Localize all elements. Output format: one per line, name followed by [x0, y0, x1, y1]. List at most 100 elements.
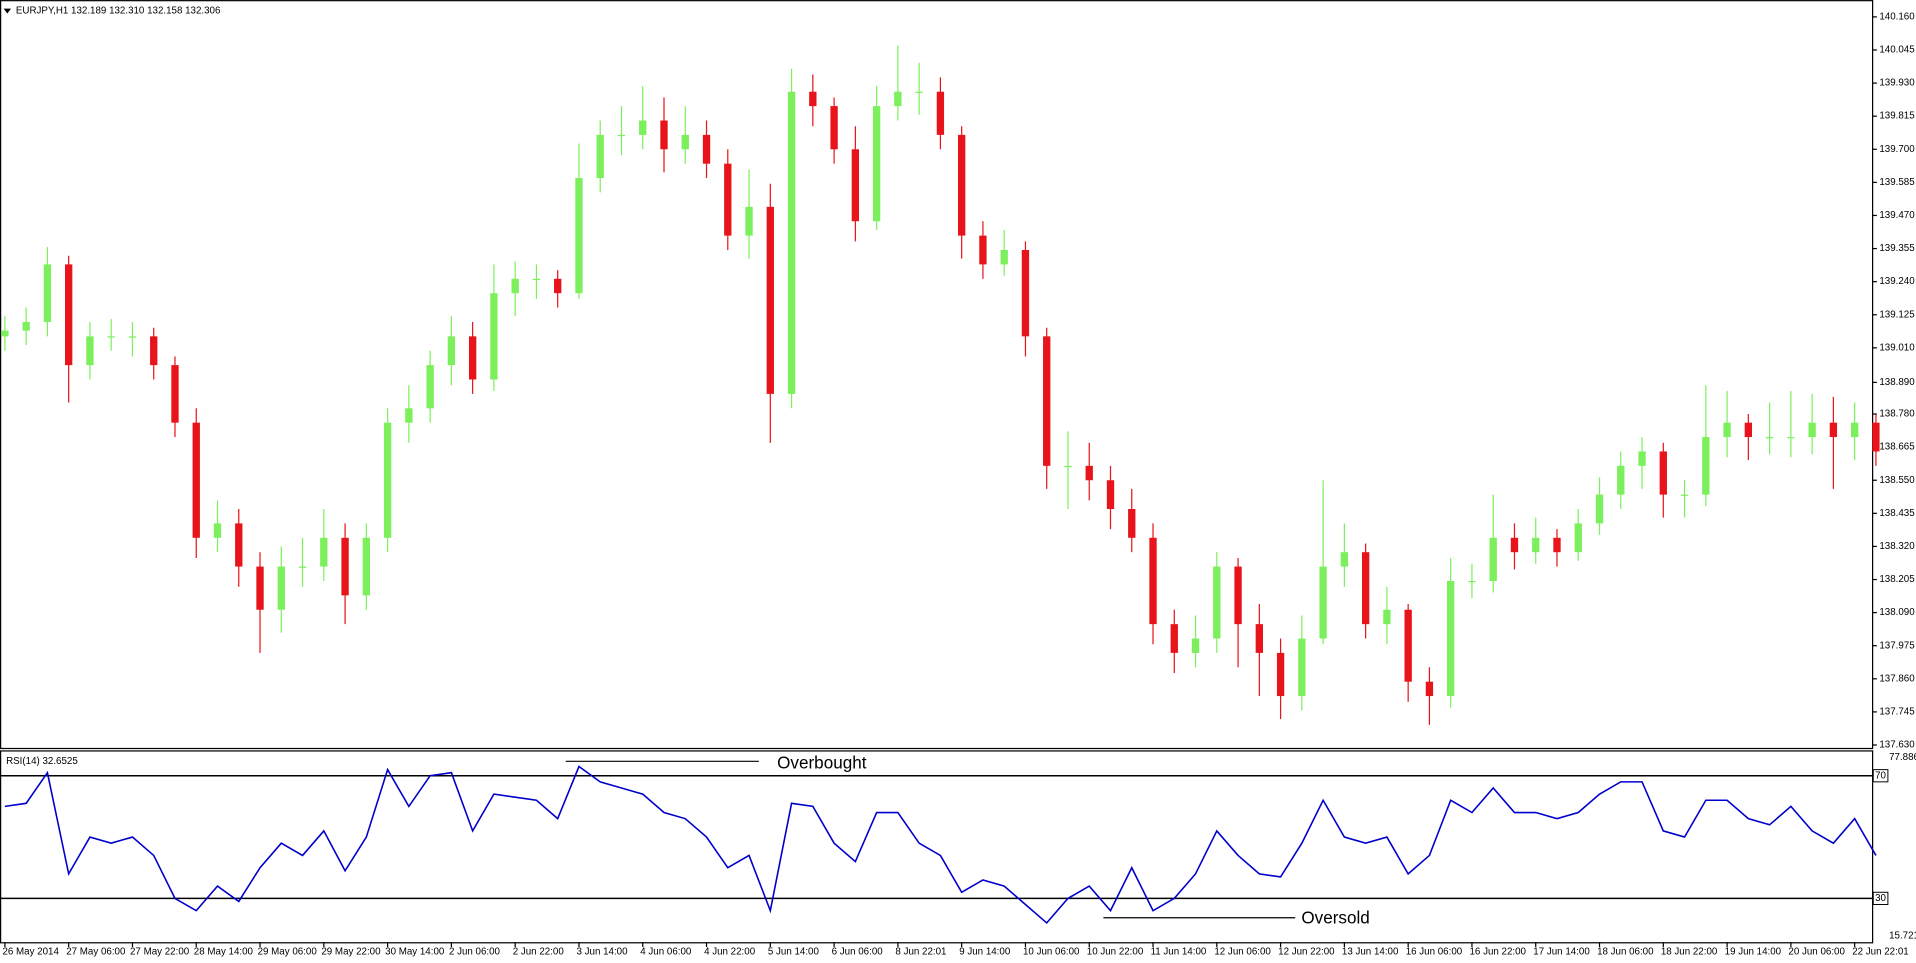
candle-body [1680, 494, 1689, 496]
candle-body [617, 134, 626, 137]
y-tick-label: 137.860 [1879, 673, 1915, 684]
candle-body [1106, 480, 1115, 510]
candle-body [1191, 638, 1200, 653]
candle-body [1447, 580, 1455, 697]
candle-body [1319, 566, 1327, 639]
candle-body [596, 134, 604, 179]
candle-body [575, 178, 583, 294]
candle-body [192, 422, 200, 538]
y-tick-label: 137.745 [1879, 706, 1915, 717]
x-tick-label: 20 Jun 06:00 [1788, 947, 1845, 958]
level-label: 30 [1875, 893, 1886, 904]
candle-body [1744, 422, 1753, 438]
candle-body [1702, 437, 1710, 495]
candle-body [745, 206, 753, 236]
y-tick-label: 137.630 [1879, 740, 1915, 751]
main-panel-frame [0, 0, 1874, 750]
y-tick-label: 139.585 [1879, 177, 1915, 188]
candle-body [766, 206, 774, 394]
candle-body [171, 365, 179, 423]
candle-body [1, 330, 9, 337]
x-tick-label: 19 Jun 14:00 [1725, 947, 1782, 958]
candle-body [320, 537, 328, 567]
x-tick-label: 27 May 22:00 [130, 947, 190, 958]
candle-body [447, 336, 456, 366]
candle-body [22, 321, 30, 331]
candle-body [1787, 437, 1795, 439]
x-tick-label: 27 May 06:00 [66, 947, 126, 958]
candle-body [554, 278, 562, 294]
candle-body [1213, 566, 1221, 639]
x-tick-label: 29 May 06:00 [258, 947, 318, 958]
y-tick-label: 138.320 [1879, 541, 1915, 552]
candle-body [1340, 552, 1349, 567]
y-tick-label: 139.930 [1879, 78, 1915, 89]
candle-body [1595, 494, 1604, 524]
x-tick-label: 3 Jun 14:00 [577, 947, 629, 958]
candle-body [787, 91, 796, 394]
x-tick-label: 9 Jun 14:00 [959, 947, 1011, 958]
candle-body [1361, 552, 1370, 625]
candle-body [1000, 250, 1008, 265]
candle-body [235, 523, 243, 567]
y-tick-label: 140.160 [1879, 11, 1915, 22]
candle-body [1425, 681, 1434, 697]
candle-body [405, 408, 413, 423]
candle-body [1468, 580, 1476, 583]
annotation: Oversold [1301, 908, 1369, 927]
x-tick-label: 4 Jun 06:00 [640, 947, 692, 958]
candle-body [1850, 422, 1859, 438]
candle-body [1659, 451, 1667, 495]
y-tick-label: 138.890 [1879, 377, 1915, 388]
candle-body [362, 537, 371, 596]
x-tick-label: 6 Jun 06:00 [832, 947, 884, 958]
x-tick-label: 18 Jun 06:00 [1597, 947, 1654, 958]
y-tick-label: 139.240 [1879, 276, 1915, 287]
y-tick-label: 138.205 [1879, 574, 1915, 585]
y-tick-label: 139.125 [1879, 309, 1915, 320]
x-tick-label: 2 Jun 06:00 [449, 947, 501, 958]
candle-body [490, 293, 498, 380]
candle-body [511, 278, 519, 294]
candle-body [468, 336, 477, 380]
candle-body [830, 106, 838, 150]
candle-body [1872, 422, 1880, 452]
y-tick-label: 139.355 [1879, 243, 1915, 254]
candle-body [724, 163, 732, 236]
candle-body [1170, 624, 1178, 653]
rsi-title: RSI(14) 32.6525 [6, 756, 78, 767]
candle-body [1021, 250, 1030, 337]
candle-body [532, 278, 541, 281]
x-tick-label: 2 Jun 22:00 [513, 947, 565, 958]
candle-body [702, 134, 711, 164]
candle-body [65, 264, 73, 366]
candle-body [107, 336, 115, 338]
x-tick-label: 8 Jun 22:01 [895, 947, 946, 958]
x-tick-label: 16 Jun 22:00 [1470, 947, 1527, 958]
candle-body [639, 120, 647, 135]
candle-body [256, 566, 264, 610]
candle-body [383, 422, 392, 538]
candle-body [979, 235, 987, 265]
x-tick-label: 18 Jun 22:00 [1661, 947, 1718, 958]
candle-body [1383, 609, 1391, 625]
y-tick-label: 138.435 [1879, 508, 1915, 519]
y-tick-label: 139.815 [1879, 111, 1915, 122]
y-tick-label: 138.780 [1879, 409, 1915, 420]
candle-body [1085, 465, 1093, 481]
candle-body [341, 537, 349, 596]
candle-body [1404, 609, 1412, 682]
y-min-label: 15.721 [1889, 931, 1916, 942]
candle-body [936, 91, 945, 135]
symbol-menu-arrow [3, 8, 11, 14]
candle-body [1617, 465, 1625, 495]
candle-body [1638, 451, 1646, 466]
candle-body [1489, 537, 1497, 581]
x-tick-label: 10 Jun 22:00 [1087, 947, 1144, 958]
x-tick-label: 10 Jun 06:00 [1023, 947, 1080, 958]
candle-body [298, 566, 307, 568]
candle-body [1765, 437, 1774, 439]
